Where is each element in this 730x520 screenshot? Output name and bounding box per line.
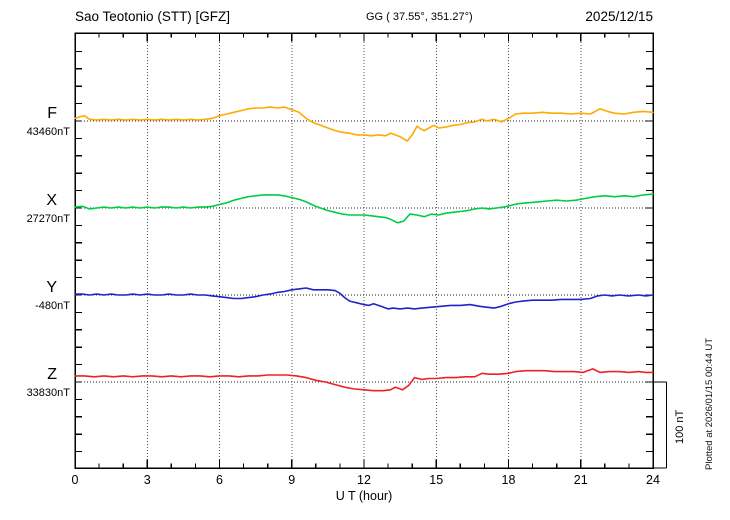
scale-bar-label: 100 nT <box>674 409 686 444</box>
plot-axes <box>74 32 668 469</box>
series-curve-F <box>74 106 654 142</box>
x-tick-label: 9 <box>288 473 295 487</box>
series-curve-X <box>74 193 654 224</box>
series-curve-Z <box>74 368 654 392</box>
series-baseline-value-X: 27270nT <box>27 213 71 225</box>
x-axis-label: U T (hour) <box>336 489 393 503</box>
series-baseline-value-Z: 33830nT <box>27 387 71 399</box>
plot-date: 2025/12/15 <box>585 9 653 24</box>
x-tick-label: 12 <box>357 473 371 487</box>
x-tick-label: 18 <box>502 473 516 487</box>
series-curve-Y <box>74 287 654 310</box>
series-baseline-value-F: 43460nT <box>27 126 71 138</box>
station-title: Sao Teotonio (STT) [GFZ] <box>75 9 230 24</box>
series-label-F: F <box>47 105 57 122</box>
x-tick-label: 15 <box>429 473 443 487</box>
plot-curves <box>74 106 654 392</box>
x-tick-label: 24 <box>646 473 660 487</box>
geographic-coordinates: GG ( 37.55°, 351.27°) <box>366 11 473 23</box>
x-tick-label: 0 <box>72 473 79 487</box>
x-tick-label: 3 <box>144 473 151 487</box>
plot-series-labels: 0 3 6 9 12 15 18 21 24 F 43460nT X 27270nT Y -480nT Z 33… <box>27 105 660 487</box>
series-label-X: X <box>46 192 57 209</box>
plotted-at-caption: Plotted at 2026/01/15 00:44 UT <box>704 338 715 470</box>
x-tick-label: 21 <box>574 473 588 487</box>
series-label-Z: Z <box>47 366 57 383</box>
x-tick-label: 6 <box>216 473 223 487</box>
series-baseline-value-Y: -480nT <box>35 300 70 312</box>
series-label-Y: Y <box>46 279 57 296</box>
